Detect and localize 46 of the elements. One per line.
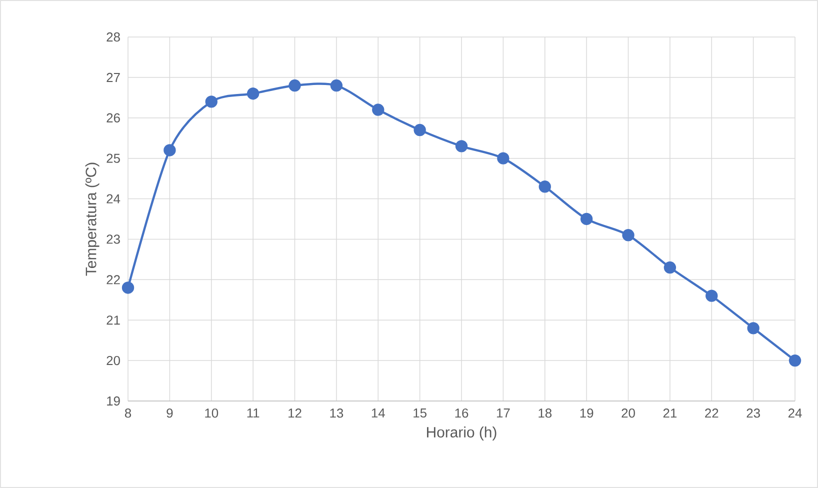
point [497,152,510,164]
point [288,79,301,92]
x-axis-title: Horario (h) [427,426,496,440]
y-tick-label: 20 [106,356,120,366]
x-tick-label: 9 [166,408,173,418]
y-axis-title: Temperatura (ºC) [85,162,100,276]
y-tick-label: 21 [106,316,120,325]
x-tick-label: 20 [622,408,635,418]
y-tick-label: 22 [106,275,120,284]
y-tick-label: 23 [106,234,120,244]
x-tick-label: 22 [705,408,718,418]
x-tick-label: 18 [538,408,552,418]
point [706,290,718,302]
point [205,96,218,108]
x-tick-label: 8 [124,408,132,418]
y-tick-label: 19 [107,396,120,406]
point [122,282,134,294]
x-tick-label: 14 [372,408,385,418]
point [330,79,343,92]
point [246,88,260,100]
point [372,104,384,116]
point [664,261,676,274]
point [622,229,634,242]
x-tick-label: 12 [288,408,302,418]
x-tick-label: 15 [414,408,426,418]
x-tick-label: 13 [330,408,344,418]
point [414,124,426,136]
y-tick-label: 24 [106,194,120,204]
y-tick-label: 25 [106,154,120,163]
x-tick-label: 24 [788,408,802,418]
x-tick-label: 16 [455,408,468,418]
point [788,354,802,367]
point [747,322,760,334]
x-tick-label: 11 [247,408,260,418]
y-tick-label: 28 [106,32,120,42]
point [164,144,176,156]
y-tick-label: 26 [106,113,120,122]
point [538,180,551,193]
point [580,212,593,226]
point [455,140,468,152]
y-tick-label: 27 [106,72,120,82]
x-tick-label: 17 [496,408,510,418]
x-tick-label: 10 [205,408,218,418]
x-tick-label: 19 [580,408,594,418]
x-tick-label: 21 [663,408,677,418]
x-tick-label: 23 [746,408,760,418]
